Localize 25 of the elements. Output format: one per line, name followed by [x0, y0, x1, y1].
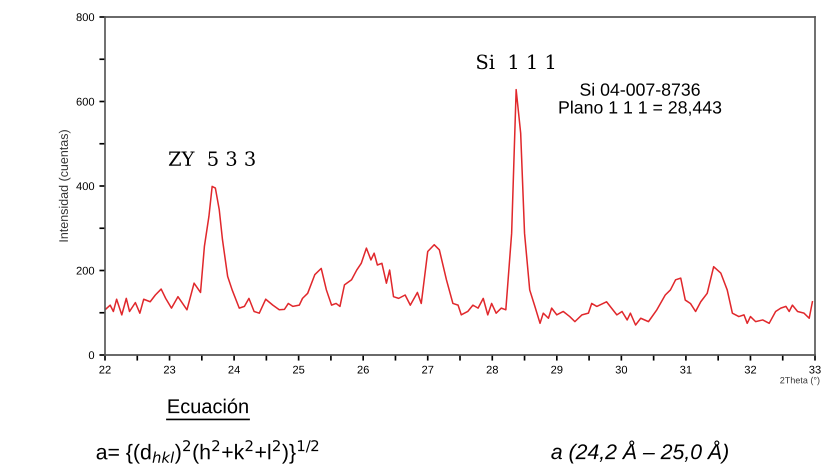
- y-tick-label: 200: [76, 266, 94, 275]
- x-tick-label: 24: [228, 366, 240, 374]
- x-tick-label: 25: [293, 366, 304, 374]
- x-tick-label: 22: [99, 366, 111, 374]
- x-tick-label: 33: [809, 366, 821, 374]
- y-tick-label: 400: [76, 182, 94, 190]
- y-tick-label: 600: [76, 98, 94, 106]
- x-axis-title: 2Theta (°): [780, 376, 820, 386]
- y-tick-label: 0: [88, 351, 94, 360]
- x-tick-label: 27: [422, 366, 434, 374]
- text: a= {(d$_{hkl}$)$^{2}$(h$^{2}$+k$^{2}$+l$^{2}$)}$^{1/2}$: [96, 440, 318, 464]
- x-tick-label: 28: [486, 366, 498, 374]
- x-tick-label: 31: [680, 366, 692, 374]
- text: Ecuación: [168, 398, 248, 414]
- x-tick-label: 32: [744, 366, 756, 374]
- annotation: Si 04-007-8736 Plano 1 1 1 = 28,443: [559, 82, 722, 116]
- x-tick-label: 29: [551, 366, 562, 374]
- y-tick-label: 800: [76, 13, 94, 22]
- x-tick-label: 30: [616, 366, 628, 374]
- x-tick-label: 26: [358, 366, 369, 374]
- annotation: ZY 5 3 3: [168, 151, 255, 166]
- text: a (24,2 Å – 25,0 Å): [551, 440, 728, 464]
- x-tick-label: 23: [164, 366, 176, 374]
- y-axis-title: Intensidad (cuentas): [58, 130, 70, 242]
- annotation: Si 1 1 1: [477, 54, 554, 70]
